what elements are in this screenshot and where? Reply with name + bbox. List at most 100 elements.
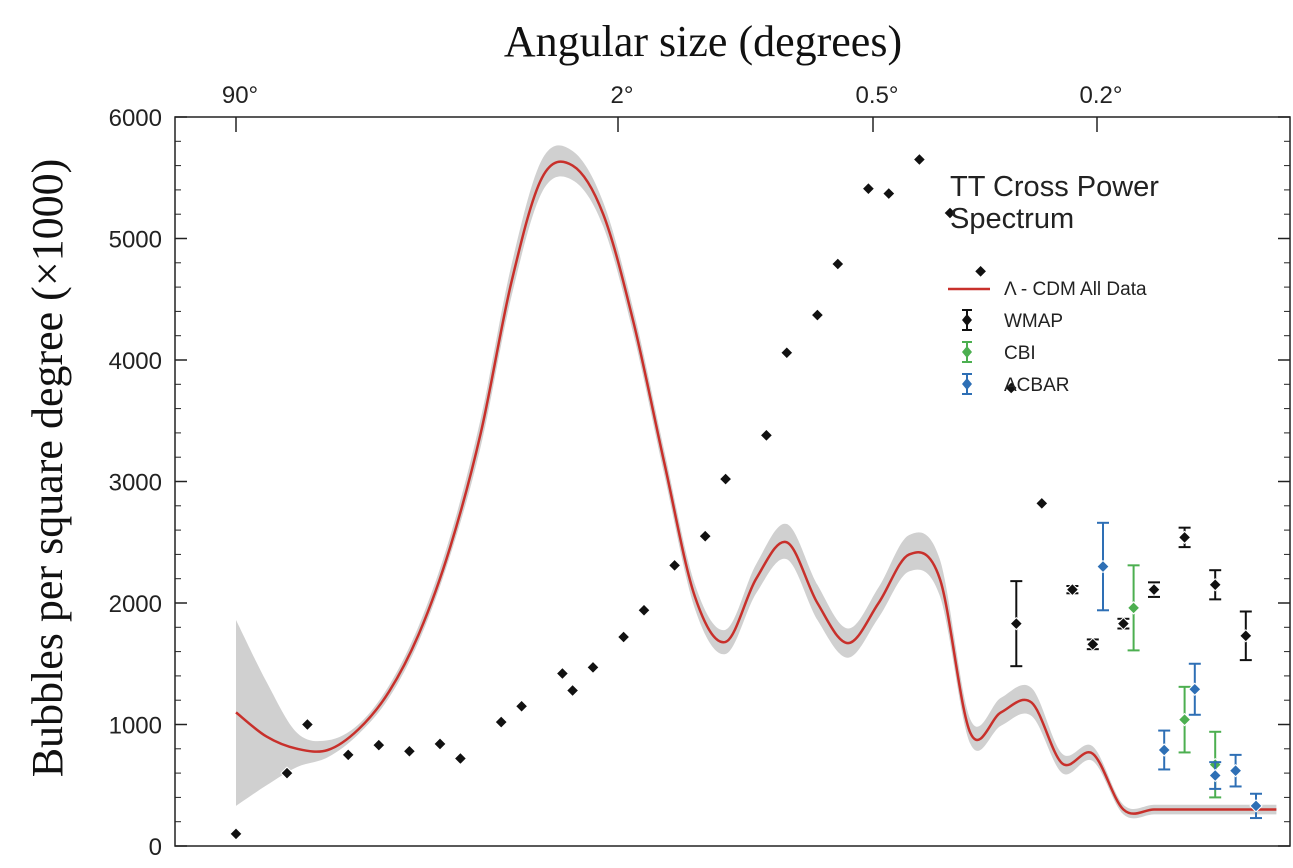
y-tick-label: 2000 [109,591,162,618]
diamond-marker [1004,381,1018,395]
data-point [1096,521,1110,612]
data-points [229,152,1263,841]
data-point [943,206,957,220]
legend-cbi-marker [962,341,972,363]
data-point [586,660,600,675]
y-tick-label: 0 [149,834,162,861]
top-axis-label: Angular size (degrees) [504,17,902,66]
data-point [1004,381,1018,395]
diamond-marker [1177,530,1192,545]
model-curve-group [235,160,1277,815]
diamond-marker [943,206,957,220]
diamond-marker [780,346,794,360]
diamond-marker [1157,743,1171,757]
diamond-marker [453,751,468,766]
data-point [780,346,794,360]
data-point [1065,582,1080,597]
data-point [912,152,927,167]
diamond-marker [229,827,243,841]
data-point [1188,662,1202,716]
diamond-marker [1228,763,1243,778]
diamond-marker [341,748,355,762]
diamond-marker [698,529,712,543]
diamond-marker [433,737,447,751]
diamond-marker [831,257,845,271]
data-point [453,751,468,766]
data-point [1086,637,1100,652]
data-point [861,181,876,196]
diamond-marker [1035,496,1049,511]
data-point [1239,610,1253,662]
y-tick-label: 6000 [109,105,162,132]
data-point [433,737,447,751]
data-point [372,738,386,752]
diamond-marker [300,717,315,732]
model-curve [235,160,1277,815]
top-tick-label: 90° [222,82,258,109]
data-point [555,666,570,681]
diamond-marker [973,264,988,279]
data-point [810,308,825,322]
legend-wmap-label: WMAP [1004,311,1063,332]
y-tick-label: 1000 [109,713,162,740]
data-point [1249,792,1263,820]
diamond-marker [616,630,631,644]
top-tick-label: 0.5° [856,82,899,109]
diamond-marker [402,744,417,758]
variance-band-area [236,145,1277,819]
diamond-marker [1208,578,1222,592]
diamond-marker [1177,712,1192,727]
y-tick-label: 4000 [109,348,162,375]
data-point [1147,581,1161,598]
data-point [514,699,529,713]
data-point [1157,729,1171,771]
legend-cbi-label: CBI [1004,343,1036,364]
legend-wmap-marker [962,309,972,331]
diamond-marker [372,738,386,752]
data-point [616,630,631,644]
data-point [718,472,733,486]
diamond-marker [280,766,294,780]
diamond-marker [759,428,774,443]
data-point [698,529,712,543]
data-point [280,766,294,780]
diamond-marker [555,666,570,681]
data-point [667,558,682,573]
diamond-marker [494,715,508,729]
data-point [565,683,580,698]
top-axis: 90° 2° 0.5° 0.2° [222,82,1123,132]
diamond-marker [1249,799,1263,813]
diamond-marker [1188,682,1202,696]
cosmic-variance-band [236,145,1277,819]
diamond-marker [514,699,529,713]
data-point [973,264,988,279]
data-point [1116,616,1131,631]
data-point [402,744,417,758]
y-tick-label: 3000 [109,470,162,497]
legend-model-label: Λ - CDM All Data [1004,279,1147,300]
diamond-marker [1096,559,1110,574]
data-point [1208,569,1222,601]
diamond-marker [1086,637,1100,652]
y-tick-label: 5000 [109,227,162,254]
y-axis: 0 1000 2000 3000 4000 5000 6000 [109,105,1290,861]
diamond-marker [1239,629,1253,643]
diamond-marker [586,660,600,675]
data-point [494,715,508,729]
diamond-marker [565,683,580,698]
data-point [637,603,651,617]
diamond-marker [1116,616,1131,631]
legend: TT Cross Power Spectrum Λ - CDM All Data… [948,171,1159,396]
data-point [341,748,355,762]
diamond-marker [637,603,651,617]
diamond-marker [667,558,682,573]
top-tick-label: 0.2° [1080,82,1123,109]
top-tick-label: 2° [611,82,634,109]
data-point [1009,580,1024,668]
data-point [882,186,896,201]
diamond-marker [1147,582,1161,597]
diamond-marker [810,308,825,322]
legend-acbar-label: ACBAR [1004,375,1069,396]
legend-heading-1: TT Cross Power [950,171,1159,203]
